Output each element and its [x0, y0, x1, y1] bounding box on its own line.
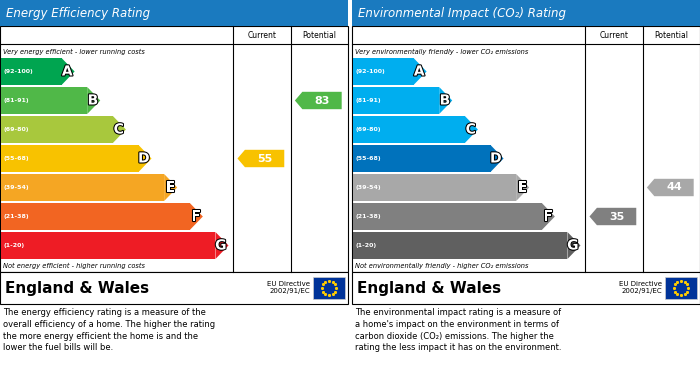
Text: F: F: [543, 210, 553, 224]
Text: D: D: [490, 151, 502, 165]
Text: Potential: Potential: [654, 30, 688, 39]
Bar: [352, 26, 700, 272]
Text: 44: 44: [666, 183, 682, 192]
Text: Potential: Potential: [302, 30, 336, 39]
Text: Current: Current: [247, 30, 276, 39]
Text: Very energy efficient - lower running costs: Very energy efficient - lower running co…: [3, 48, 145, 55]
Polygon shape: [414, 58, 426, 85]
Bar: [1, 116, 113, 143]
Polygon shape: [190, 203, 203, 230]
Text: The environmental impact rating is a measure of
a home's impact on the environme: The environmental impact rating is a mea…: [355, 308, 561, 352]
Text: (1-20): (1-20): [4, 243, 25, 248]
Text: 83: 83: [314, 95, 330, 106]
Text: G: G: [215, 239, 227, 253]
Text: (92-100): (92-100): [4, 69, 34, 74]
Bar: [353, 58, 414, 85]
Polygon shape: [516, 174, 529, 201]
Text: (81-91): (81-91): [4, 98, 29, 103]
Text: EU Directive
2002/91/EC: EU Directive 2002/91/EC: [619, 282, 662, 294]
Text: Environmental Impact (CO₂) Rating: Environmental Impact (CO₂) Rating: [358, 7, 566, 20]
Text: D: D: [138, 151, 150, 165]
Text: Very environmentally friendly - lower CO₂ emissions: Very environmentally friendly - lower CO…: [355, 48, 528, 55]
Bar: [0, 272, 348, 304]
Text: Not energy efficient - higher running costs: Not energy efficient - higher running co…: [3, 263, 145, 269]
Text: 55: 55: [257, 154, 272, 163]
Text: (69-80): (69-80): [356, 127, 382, 132]
Polygon shape: [164, 174, 177, 201]
Bar: [313, 277, 345, 299]
Text: F: F: [191, 210, 201, 224]
Text: A: A: [414, 65, 425, 79]
Bar: [353, 87, 439, 114]
Text: Not environmentally friendly - higher CO₂ emissions: Not environmentally friendly - higher CO…: [355, 263, 528, 269]
Polygon shape: [237, 150, 284, 167]
Text: A: A: [62, 65, 73, 79]
Text: England & Wales: England & Wales: [5, 280, 149, 296]
Polygon shape: [542, 203, 555, 230]
Text: (92-100): (92-100): [356, 69, 386, 74]
Bar: [352, 272, 700, 304]
Text: (39-54): (39-54): [4, 185, 29, 190]
Polygon shape: [113, 116, 126, 143]
Polygon shape: [439, 87, 452, 114]
Bar: [665, 277, 697, 299]
Text: B: B: [440, 93, 450, 108]
Bar: [353, 174, 516, 201]
Text: C: C: [113, 122, 124, 136]
Polygon shape: [568, 232, 580, 259]
Bar: [353, 116, 465, 143]
Text: (69-80): (69-80): [4, 127, 29, 132]
Text: B: B: [88, 93, 98, 108]
Text: (21-38): (21-38): [356, 214, 382, 219]
Bar: [352, 0, 700, 26]
Bar: [353, 203, 542, 230]
Bar: [0, 26, 348, 272]
Text: E: E: [518, 181, 527, 194]
Bar: [353, 145, 491, 172]
Text: (21-38): (21-38): [4, 214, 29, 219]
Text: (55-68): (55-68): [4, 156, 29, 161]
Polygon shape: [216, 232, 228, 259]
Polygon shape: [491, 145, 503, 172]
Text: Current: Current: [599, 30, 629, 39]
Text: 35: 35: [609, 212, 624, 221]
Polygon shape: [295, 92, 342, 109]
Bar: [1, 145, 139, 172]
Text: Energy Efficiency Rating: Energy Efficiency Rating: [6, 7, 150, 20]
Text: E: E: [166, 181, 175, 194]
Text: (55-68): (55-68): [356, 156, 382, 161]
Bar: [0, 0, 348, 26]
Polygon shape: [88, 87, 100, 114]
Text: (39-54): (39-54): [356, 185, 382, 190]
Polygon shape: [647, 179, 694, 196]
Text: G: G: [567, 239, 578, 253]
Text: The energy efficiency rating is a measure of the
overall efficiency of a home. T: The energy efficiency rating is a measur…: [3, 308, 215, 352]
Bar: [1, 232, 216, 259]
Text: EU Directive
2002/91/EC: EU Directive 2002/91/EC: [267, 282, 310, 294]
Polygon shape: [62, 58, 75, 85]
Bar: [1, 58, 62, 85]
Text: C: C: [466, 122, 476, 136]
Polygon shape: [465, 116, 478, 143]
Text: (1-20): (1-20): [356, 243, 377, 248]
Bar: [1, 174, 164, 201]
Polygon shape: [589, 208, 636, 225]
Bar: [1, 87, 88, 114]
Bar: [353, 232, 568, 259]
Bar: [1, 203, 190, 230]
Text: England & Wales: England & Wales: [357, 280, 501, 296]
Text: (81-91): (81-91): [356, 98, 382, 103]
Polygon shape: [139, 145, 152, 172]
